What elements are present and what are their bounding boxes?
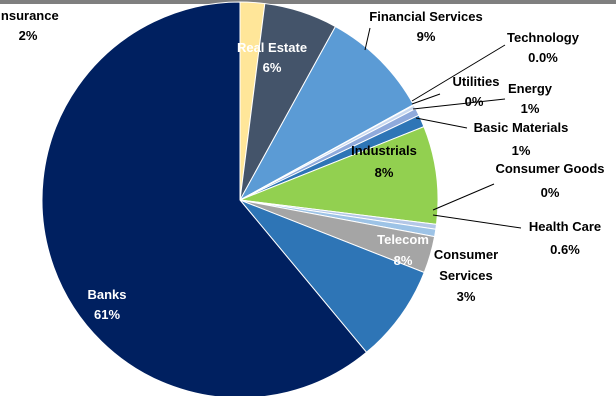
- category-label-real-estate: Real Estate: [237, 40, 307, 55]
- value-label-banks: 61%: [94, 307, 120, 322]
- category-label-utilities: Utilities: [453, 74, 500, 89]
- value-label-real-estate: 6%: [263, 60, 282, 75]
- leader-line-energy: [412, 98, 506, 110]
- leader-line-utilities: [411, 93, 441, 105]
- slice-labels: Insurance 2% Real Estate 6% Financial Servic…: [0, 8, 605, 322]
- leader-line-basic-materials: [415, 117, 468, 129]
- leader-line-consumer-goods: [432, 183, 495, 211]
- value-label-utilities: 0%: [465, 94, 484, 109]
- category-label-financial-services: Financial Services: [369, 9, 482, 24]
- value-label-energy: 1%: [521, 101, 540, 116]
- top-border-bar: [0, 0, 616, 4]
- category-label-basic-materials: Basic Materials: [474, 120, 569, 135]
- value-label-basic-materials: 1%: [512, 143, 531, 158]
- category-label-telecom: Telecom: [377, 232, 429, 247]
- category-label-insurance: Insurance: [0, 8, 59, 23]
- value-label-technology: 0.0%: [528, 50, 558, 65]
- category-label-energy: Energy: [508, 81, 553, 96]
- leader-line-financial-services: [364, 27, 371, 51]
- slice-industrials: [239, 125, 439, 225]
- value-label-insurance: 2%: [19, 28, 38, 43]
- category-label-technology: Technology: [507, 30, 580, 45]
- slice-banks: [41, 1, 368, 396]
- value-label-financial-services: 9%: [417, 29, 436, 44]
- pie-slices: [41, 1, 439, 396]
- leader-line-technology: [411, 44, 506, 102]
- value-label-consumer-goods: 0%: [541, 185, 560, 200]
- value-label-consumer-services: 3%: [457, 289, 476, 304]
- category-label-consumer-services: Consumer: [434, 247, 498, 262]
- category-label-consumer-services: Services: [439, 268, 493, 283]
- leader-line-health-care: [432, 214, 522, 229]
- category-label-health-care: Health Care: [529, 219, 601, 234]
- slice-telecom: [239, 199, 425, 354]
- value-label-telecom: 8%: [394, 253, 413, 268]
- slice-financial-services: [238, 25, 415, 202]
- leader-lines: [364, 27, 522, 229]
- category-label-banks: Banks: [87, 287, 126, 302]
- category-label-industrials: Industrials: [351, 143, 417, 158]
- value-label-industrials: 8%: [375, 165, 394, 180]
- category-label-consumer-goods: Consumer Goods: [495, 161, 604, 176]
- value-label-health-care: 0.6%: [550, 242, 580, 257]
